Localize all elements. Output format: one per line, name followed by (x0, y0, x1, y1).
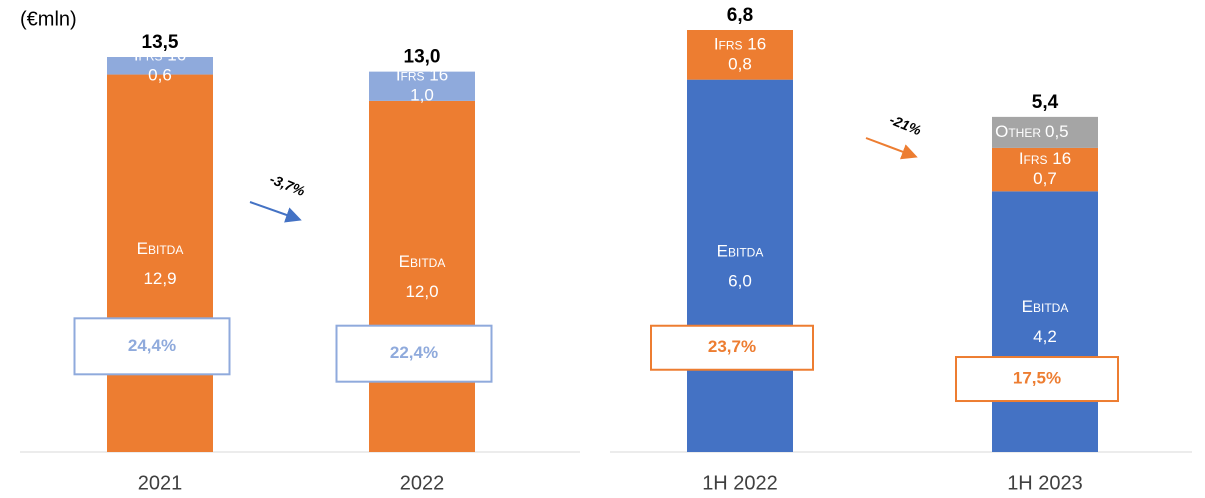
x-tick-label: 1H 2022 (702, 472, 778, 494)
segment-value: 12,9 (143, 269, 176, 288)
bar-segment (107, 74, 213, 453)
segment-value: 0,8 (728, 54, 752, 73)
margin-box (335, 324, 493, 383)
margin-box (955, 356, 1119, 403)
margin-label: 23,7% (708, 337, 756, 356)
segment-name: Ifrs 16 (714, 34, 766, 53)
x-tick-label: 1H 2023 (1007, 472, 1083, 494)
segment-name: Ifrs 16 (1019, 149, 1071, 168)
bar-segment (992, 191, 1098, 452)
bar-segment (687, 30, 793, 80)
segment-name: Ebitda (717, 241, 764, 260)
change-arrow (865, 137, 918, 160)
total-label: 13,5 (142, 32, 179, 53)
x-tick-label: 2022 (400, 472, 445, 494)
margin-box (73, 317, 231, 376)
segment-name: Ebitda (137, 239, 184, 258)
margin-label: 24,4% (128, 336, 176, 355)
segment-name: Ifrs 16 (134, 45, 186, 64)
segment-value: 1,0 (410, 86, 434, 105)
segment-name: Ifrs 16 (396, 66, 448, 85)
total-label: 13,0 (404, 47, 441, 68)
bar-segment (369, 71, 475, 101)
margin-label: 17,5% (1013, 369, 1061, 388)
segment-value: 6,0 (728, 271, 752, 290)
change-arrow (249, 201, 302, 223)
total-label: 5,4 (1032, 92, 1059, 113)
segment-value: 0,5 (1045, 122, 1069, 141)
segment-name: Other (995, 122, 1041, 141)
segment-value: 0,6 (148, 65, 172, 84)
bar-segment (992, 116, 1098, 148)
segment-value: 0,7 (1033, 169, 1057, 188)
total-label: 6,8 (727, 5, 753, 26)
bar-segment (107, 57, 213, 75)
change-label: -21% (887, 111, 924, 138)
margin-box (650, 324, 814, 371)
segment-name: Ebitda (1022, 297, 1069, 316)
x-tick-label: 2021 (138, 472, 183, 494)
segment-value: 4,2 (1033, 327, 1057, 346)
bar-segment (369, 100, 475, 452)
bar-segment (687, 79, 793, 452)
change-label: -3,7% (268, 171, 308, 200)
segment-name: Ebitda (399, 252, 446, 271)
segment-value: 12,0 (405, 282, 438, 301)
unit-label: (€mln) (20, 8, 77, 30)
margin-label: 22,4% (390, 343, 438, 362)
bar-segment (992, 147, 1098, 192)
